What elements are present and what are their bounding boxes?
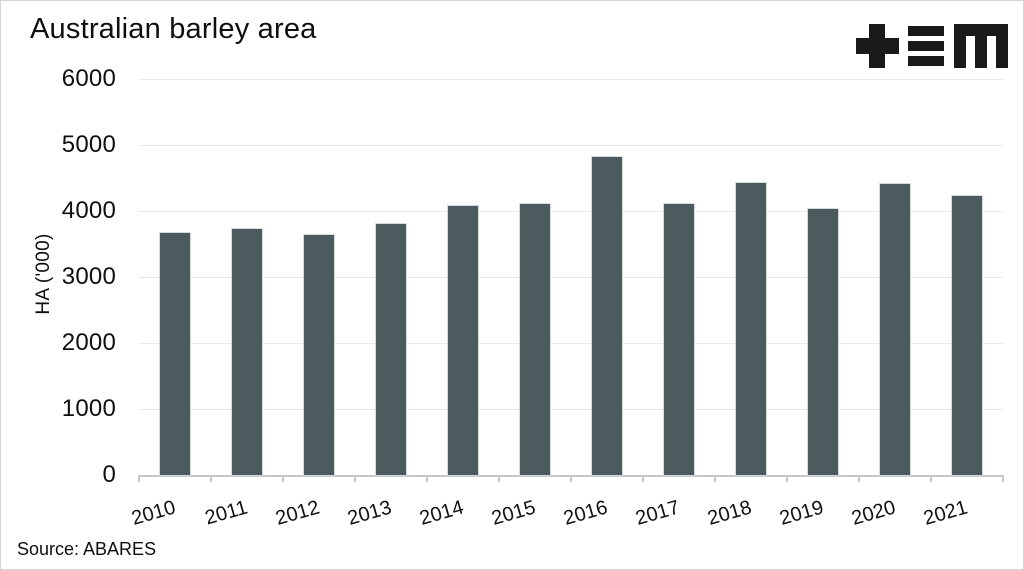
plus-icon: [856, 24, 899, 68]
y-axis-tick-labels: 0 1000 2000 3000 4000 5000 6000: [31, 67, 116, 487]
xtick-label-2013: 2013: [345, 496, 395, 530]
xtick-mark: [425, 475, 428, 482]
bar-2011: [231, 227, 263, 477]
bar-2021: [951, 194, 983, 477]
xtick-mark: [498, 475, 500, 482]
gridline-3000: [139, 277, 1003, 278]
ytick-label-0: 0: [102, 461, 116, 488]
m-icon: [954, 24, 1008, 68]
bar-2015: [519, 203, 551, 476]
bar-2019: [807, 208, 839, 476]
tem-logo: [856, 24, 1008, 68]
bar-2016: [591, 155, 623, 477]
bar-2012: [303, 233, 335, 477]
xtick-label-2021: 2021: [921, 496, 971, 530]
xtick-label-2016: 2016: [561, 496, 611, 530]
xtick-mark: [786, 475, 788, 482]
ytick-label-1000: 1000: [61, 395, 116, 422]
xtick-label-2019: 2019: [777, 496, 827, 530]
xtick-mark: [642, 475, 644, 482]
xtick-mark: [209, 475, 212, 482]
gridline-5000: [139, 145, 1003, 146]
gridline-2000: [139, 343, 1003, 345]
xtick-label-2017: 2017: [633, 496, 683, 530]
gridline-1000: [139, 409, 1003, 411]
xtick-mark: [354, 475, 356, 482]
bar-2020: [879, 182, 911, 477]
xtick-mark: [858, 475, 860, 482]
bar-2014: [447, 205, 479, 476]
xtick-label-2014: 2014: [417, 496, 467, 530]
ytick-label-2000: 2000: [61, 329, 116, 356]
bar-2017: [663, 202, 695, 477]
xtick-mark: [138, 475, 140, 482]
ytick-label-3000: 3000: [61, 263, 116, 290]
xtick-label-2011: 2011: [202, 496, 251, 530]
x-axis-tick-labels: 2010 2011 2012 2013 2014 2015 2016 2017 2018 2019…: [129, 475, 1023, 545]
xtick-mark: [1002, 475, 1004, 482]
xtick-mark: [713, 475, 716, 482]
bar-2013: [375, 222, 407, 477]
gridline-6000: [139, 79, 1003, 80]
xtick-label-2012: 2012: [273, 496, 323, 530]
source-note: Source: ABARES: [17, 539, 157, 559]
ytick-label-4000: 4000: [61, 197, 116, 224]
x-axis-tick-marks: [138, 475, 1004, 483]
xtick-label-2010: 2010: [129, 496, 179, 530]
xtick-mark: [570, 475, 572, 482]
xtick-mark: [281, 475, 284, 482]
plot-area: [139, 79, 1003, 477]
xtick-label-2018: 2018: [705, 496, 755, 530]
chart-title: Australian barley area: [30, 13, 317, 45]
bar-2010: [158, 231, 191, 477]
ytick-label-5000: 5000: [61, 131, 116, 158]
triple-bar-icon: [908, 26, 944, 66]
ytick-label-6000: 6000: [61, 65, 116, 92]
bar-2018: [735, 181, 767, 477]
xtick-label-2015: 2015: [489, 496, 539, 530]
xtick-mark: [930, 475, 932, 482]
xtick-label-2020: 2020: [849, 496, 899, 530]
gridline-4000: [139, 211, 1003, 213]
